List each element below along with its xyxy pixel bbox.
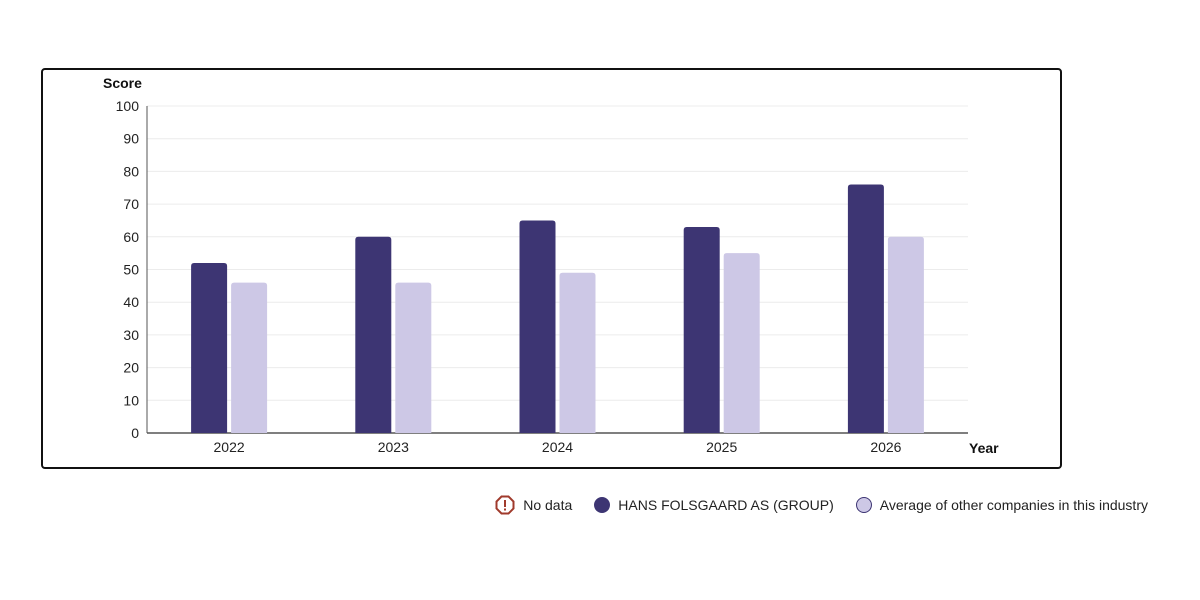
bar-company xyxy=(519,220,556,433)
y-tick-label: 50 xyxy=(123,262,139,278)
x-tick-label: 2022 xyxy=(214,439,245,455)
y-tick-label: 40 xyxy=(123,294,139,310)
bar-industry-average xyxy=(395,282,432,433)
x-tick-label: 2025 xyxy=(706,439,737,455)
bar-industry-average xyxy=(559,272,596,433)
x-tick-label: 2024 xyxy=(542,439,573,455)
warning-circle-icon xyxy=(495,495,515,515)
y-tick-label: 80 xyxy=(123,163,139,179)
y-tick-label: 10 xyxy=(123,392,139,408)
y-tick-label: 60 xyxy=(123,229,139,245)
bar-industry-average xyxy=(887,236,924,433)
y-tick-label: 100 xyxy=(116,98,140,114)
chart-frame xyxy=(41,68,1062,469)
legend-item-company: HANS FOLSGAARD AS (GROUP) xyxy=(594,497,834,513)
y-tick-label: 70 xyxy=(123,196,139,212)
legend-swatch-company xyxy=(594,497,611,513)
bar-company xyxy=(683,226,720,433)
bar-industry-average xyxy=(231,282,268,433)
y-tick-label: 30 xyxy=(123,327,139,343)
bar-company xyxy=(355,236,392,433)
legend-item-industry-average: Average of other companies in this indus… xyxy=(855,497,1148,513)
x-tick-label: 2026 xyxy=(870,439,901,455)
bar-company xyxy=(191,262,228,433)
legend-swatch-industry-average xyxy=(855,497,872,513)
bar-industry-average xyxy=(723,253,760,433)
bar-company xyxy=(847,184,884,433)
legend: No data HANS FOLSGAARD AS (GROUP) Averag… xyxy=(495,495,1148,515)
y-tick-label: 90 xyxy=(123,131,139,147)
y-axis-title: Score xyxy=(103,75,142,91)
x-axis-title: Year xyxy=(969,440,999,456)
legend-label-company: HANS FOLSGAARD AS (GROUP) xyxy=(618,497,834,513)
legend-label-industry-average: Average of other companies in this indus… xyxy=(879,497,1148,513)
legend-label-no-data: No data xyxy=(523,497,573,513)
x-tick-label: 2023 xyxy=(378,439,409,455)
legend-item-no-data: No data xyxy=(495,495,572,515)
y-tick-label: 20 xyxy=(123,360,139,376)
y-tick-label: 0 xyxy=(131,425,139,441)
